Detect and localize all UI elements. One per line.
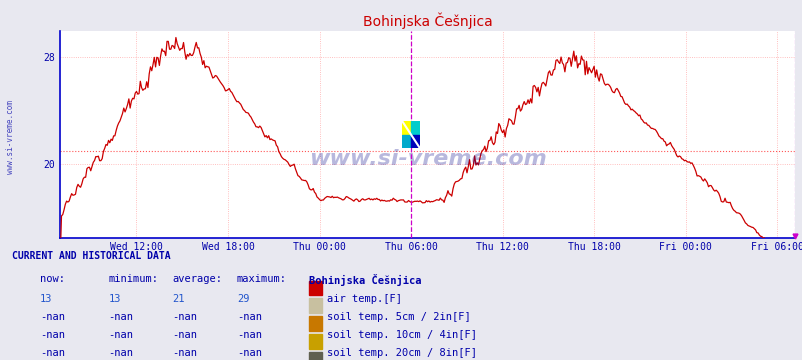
Text: soil temp. 10cm / 4in[F]: soil temp. 10cm / 4in[F] (326, 330, 476, 340)
Text: soil temp. 5cm / 2in[F]: soil temp. 5cm / 2in[F] (326, 312, 470, 322)
Text: 13: 13 (40, 294, 53, 304)
Text: 29: 29 (237, 294, 249, 304)
Bar (309, 352, 322, 360)
Bar (411, 135, 419, 148)
Text: 13: 13 (108, 294, 121, 304)
Text: -nan: -nan (172, 330, 197, 340)
Bar (309, 280, 322, 296)
Text: air temp.[F]: air temp.[F] (326, 294, 401, 304)
Text: -nan: -nan (40, 348, 65, 358)
Bar (411, 121, 419, 135)
Text: -nan: -nan (108, 330, 133, 340)
Text: -nan: -nan (40, 330, 65, 340)
Text: -nan: -nan (108, 348, 133, 358)
Text: www.si-vreme.com: www.si-vreme.com (308, 149, 546, 169)
Text: -nan: -nan (237, 312, 261, 322)
Text: soil temp. 20cm / 8in[F]: soil temp. 20cm / 8in[F] (326, 348, 476, 358)
Title: Bohinjska Češnjica: Bohinjska Češnjica (363, 13, 492, 30)
Text: -nan: -nan (172, 348, 197, 358)
Text: www.si-vreme.com: www.si-vreme.com (6, 100, 14, 174)
Text: now:: now: (40, 274, 65, 284)
Text: -nan: -nan (172, 312, 197, 322)
Bar (402, 121, 411, 135)
Text: -nan: -nan (237, 348, 261, 358)
Bar (309, 316, 322, 331)
Text: -nan: -nan (237, 330, 261, 340)
Text: -nan: -nan (108, 312, 133, 322)
Text: Bohinjska Češnjica: Bohinjska Češnjica (309, 274, 421, 285)
Bar (309, 298, 322, 313)
Text: 21: 21 (172, 294, 185, 304)
Text: -nan: -nan (40, 312, 65, 322)
Bar (309, 334, 322, 349)
Text: CURRENT AND HISTORICAL DATA: CURRENT AND HISTORICAL DATA (12, 251, 171, 261)
Bar (402, 135, 411, 148)
Text: average:: average: (172, 274, 222, 284)
Text: maximum:: maximum: (237, 274, 286, 284)
Text: minimum:: minimum: (108, 274, 158, 284)
